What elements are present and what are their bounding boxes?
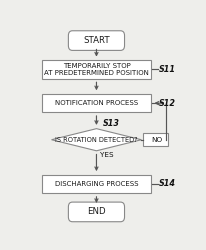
Text: S13: S13 xyxy=(102,118,119,128)
Text: IS ROTATION DETECTED?: IS ROTATION DETECTED? xyxy=(55,137,137,143)
FancyBboxPatch shape xyxy=(42,94,150,112)
Text: START: START xyxy=(83,36,109,45)
FancyBboxPatch shape xyxy=(42,60,150,78)
Text: S12: S12 xyxy=(158,99,175,108)
FancyBboxPatch shape xyxy=(42,175,150,193)
Text: END: END xyxy=(87,208,105,216)
Text: DISCHARGING PROCESS: DISCHARGING PROCESS xyxy=(54,181,138,187)
Text: S14: S14 xyxy=(158,180,175,188)
Text: NOTIFICATION PROCESS: NOTIFICATION PROCESS xyxy=(55,100,137,106)
Text: S11: S11 xyxy=(158,65,175,74)
Text: YES: YES xyxy=(99,152,113,158)
FancyBboxPatch shape xyxy=(68,31,124,50)
Text: NO: NO xyxy=(151,137,162,143)
FancyBboxPatch shape xyxy=(68,202,124,222)
Text: TEMPORARILY STOP
AT PREDETERMINED POSITION: TEMPORARILY STOP AT PREDETERMINED POSITI… xyxy=(44,62,148,76)
FancyBboxPatch shape xyxy=(142,133,167,146)
Polygon shape xyxy=(51,129,141,151)
